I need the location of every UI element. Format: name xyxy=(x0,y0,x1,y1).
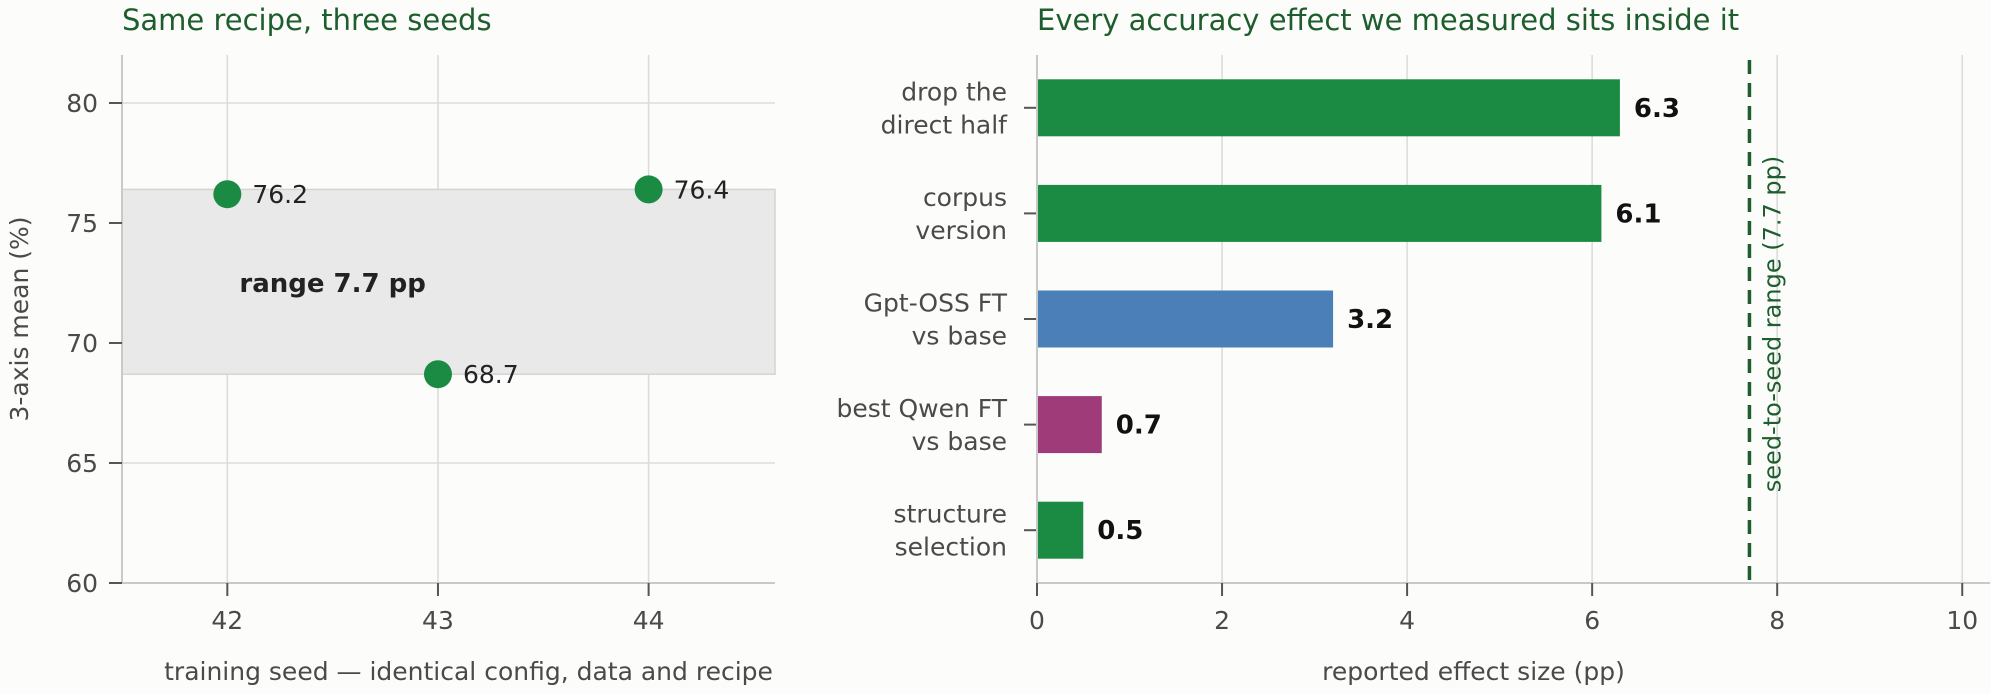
left-y-axis-label: 3-axis mean (%) xyxy=(5,216,34,421)
right-x-tick-label: 4 xyxy=(1399,606,1415,635)
seed-point xyxy=(213,180,242,209)
seed-point-label: 76.4 xyxy=(674,175,730,204)
category-label: corpus xyxy=(923,183,1007,212)
seed-scatter-panel: Same recipe, three seeds range 7.7 pp 60… xyxy=(5,3,776,686)
left-y-tick-label: 60 xyxy=(66,569,98,598)
effect-bar xyxy=(1037,501,1084,559)
category-label: version xyxy=(915,216,1007,245)
effect-bar-value-label: 0.5 xyxy=(1097,516,1143,546)
category-label: vs base xyxy=(912,322,1007,351)
effect-bar xyxy=(1037,79,1620,137)
left-y-tick-label: 65 xyxy=(66,449,98,478)
effect-bar-panel: Every accuracy effect we measured sits i… xyxy=(836,3,1990,686)
seed-point xyxy=(423,360,452,389)
left-x-tick-label: 44 xyxy=(633,606,665,635)
left-y-tick-label: 80 xyxy=(66,89,98,118)
category-label: direct half xyxy=(881,110,1009,139)
effect-bar-value-label: 6.1 xyxy=(1615,199,1661,229)
right-x-tick-label: 6 xyxy=(1584,606,1600,635)
left-x-tick-label: 42 xyxy=(211,606,243,635)
category-label: drop the xyxy=(901,77,1007,106)
effect-bar-value-label: 6.3 xyxy=(1634,94,1680,124)
right-x-tick-label: 8 xyxy=(1769,606,1785,635)
range-band-label: range 7.7 pp xyxy=(239,269,426,299)
seed-point-label: 76.2 xyxy=(252,180,308,209)
right-x-tick-label: 10 xyxy=(1946,606,1978,635)
right-x-tick-label: 0 xyxy=(1029,606,1045,635)
effect-bar xyxy=(1037,184,1602,242)
effect-bar-value-label: 0.7 xyxy=(1116,411,1162,441)
effect-bar-value-label: 3.2 xyxy=(1347,305,1393,335)
category-label: best Qwen FT xyxy=(836,394,1007,423)
seed-point xyxy=(634,175,663,204)
category-label: vs base xyxy=(912,427,1007,456)
right-x-axis-label: reported effect size (pp) xyxy=(1322,657,1625,686)
category-label: selection xyxy=(895,533,1007,562)
category-label: structure xyxy=(894,500,1007,529)
left-x-tick-label: 43 xyxy=(422,606,454,635)
category-label: Gpt-OSS FT xyxy=(864,289,1008,318)
right-x-tick-label: 2 xyxy=(1214,606,1230,635)
left-chart-title: Same recipe, three seeds xyxy=(122,3,492,37)
right-chart-title: Every accuracy effect we measured sits i… xyxy=(1037,3,1739,37)
seed-point-label: 68.7 xyxy=(463,360,519,389)
range-band xyxy=(121,188,776,375)
left-y-tick-label: 70 xyxy=(66,329,98,358)
seed-range-reference-label: seed-to-seed range (7.7 pp) xyxy=(1758,156,1786,492)
left-y-tick-label: 75 xyxy=(66,209,98,238)
effect-bar xyxy=(1037,290,1334,348)
left-x-axis-label: training seed — identical config, data a… xyxy=(164,657,773,686)
effect-bar xyxy=(1037,396,1102,454)
